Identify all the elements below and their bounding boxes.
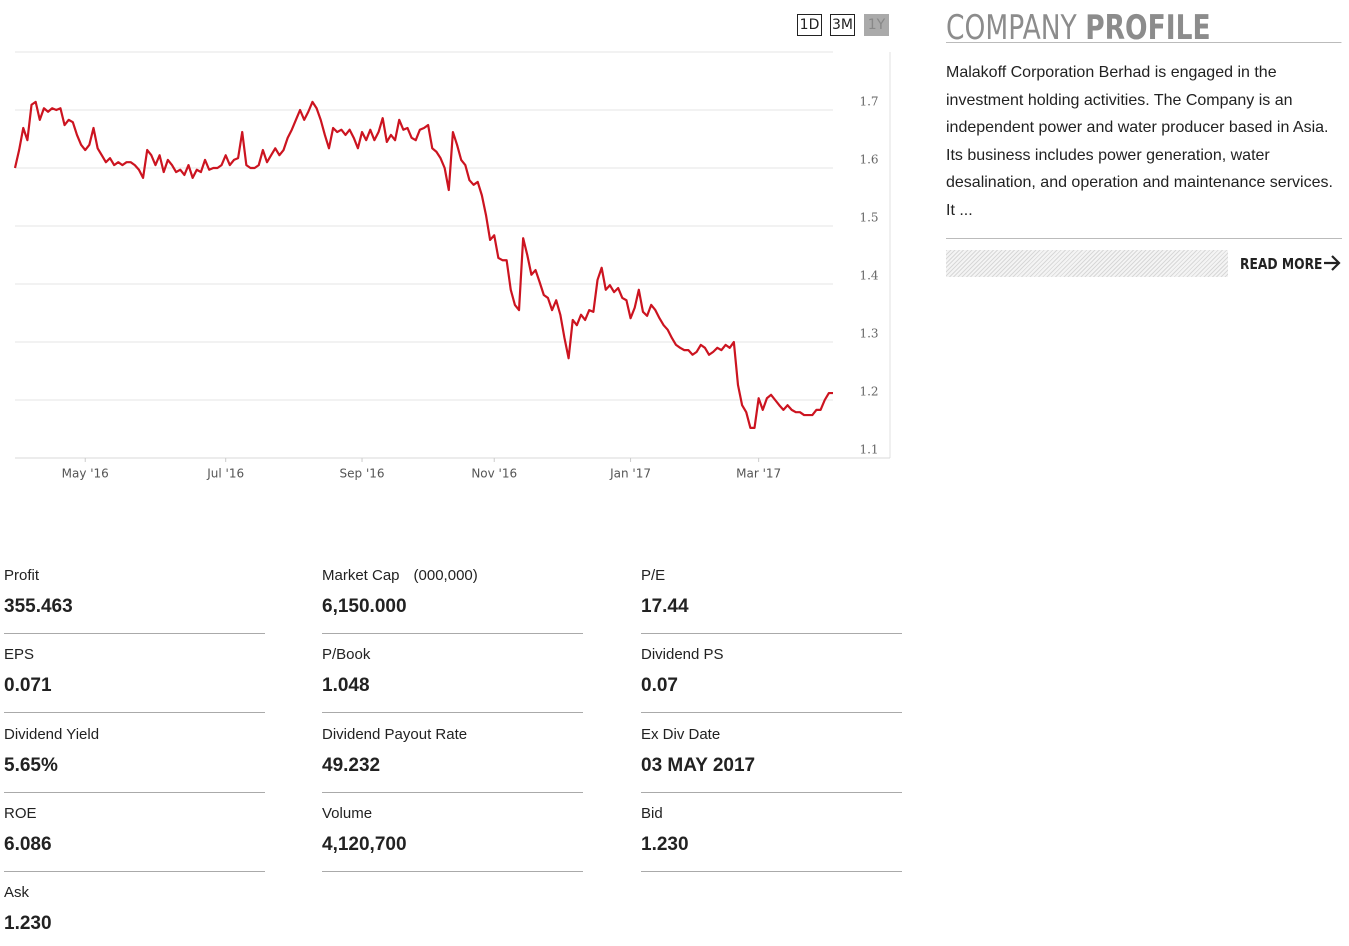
separator [4,712,265,714]
stat-item: Dividend Payout Rate 49.232 [322,726,583,805]
stat-value: 6,150.000 [322,596,407,617]
stat-label-text: Dividend PS [641,646,724,664]
stat-label: Dividend Payout Rate [322,726,467,743]
stat-value: 0.07 [641,675,678,697]
stat-value: 5.65% [4,754,58,776]
arrow-icon[interactable] [1322,252,1342,274]
separator [4,633,265,634]
stat-label: ROE [4,805,37,822]
y-tick-label: 1.2 [859,385,878,399]
stat-label: Volume [322,805,372,822]
stat-value: 1.230 [4,913,52,935]
y-tick-label: 1.5 [859,211,878,225]
stat-label: Market Cap (000,000) [322,567,478,584]
separator [322,712,583,714]
stat-item: Ex Div Date 03 MAY 2017 [641,726,902,805]
stat-label: Dividend Yield [4,726,99,743]
separator [946,238,1342,239]
stat-label: P/Book [322,646,370,663]
stat-item: Dividend PS 0.07 [641,646,902,725]
range-button[interactable]: 3M [830,14,855,36]
separator [641,712,902,714]
range-button[interactable]: 1Y [864,14,889,36]
stat-item: Volume 4,120,700 [322,805,583,884]
x-tick-label: Mar '17 [736,467,781,481]
y-tick-label: 1.3 [859,327,878,341]
price-chart: 1.1 1.2 1.3 1.4 1.5 1.6 1.7 May '16 Jul '16 Sep '… [13,51,891,481]
x-tick-label: Jan '17 [609,467,651,481]
read-more-link[interactable]: READ MORE [1240,255,1323,273]
separator [641,870,902,872]
x-tick-label: Nov '16 [471,467,517,481]
stat-value: 17.44 [641,596,689,617]
stat-label: Profit [4,567,39,584]
stat-label-text: P/E [641,567,666,584]
separator [322,791,583,793]
y-tick-label: 1.4 [859,269,878,283]
stat-item: P/E 17.44 [641,567,902,646]
stat-label-text: Dividend Payout Rate [322,725,468,743]
stat-label-text: Profit [4,567,40,584]
stat-value: 4,120,700 [322,833,407,855]
stat-label: Bid [641,805,663,822]
separator [641,633,902,634]
stat-label-text: Ex Div Date [641,725,721,743]
y-tick-label: 1.7 [859,95,878,109]
stat-item: Market Cap (000,000) 6,150.000 [322,567,583,646]
stat-item: Dividend Yield 5.65% [4,726,265,805]
stat-item: ROE 6.086 [4,805,265,884]
separator [322,633,583,634]
stat-item: P/Book 1.048 [322,646,583,725]
separator [641,791,902,793]
price-line [13,100,833,429]
y-tick-label: 1.1 [859,443,878,457]
x-tick-label: May '16 [62,467,109,481]
stat-label-text: Dividend Yield [4,725,100,743]
stat-value: 1.048 [322,675,370,697]
stat-label: Ask [4,884,29,901]
stat-label: Dividend PS [641,646,724,663]
stat-value: 6.086 [4,833,52,855]
stat-label-text: ROE [4,804,37,822]
separator [4,870,265,872]
stat-label-text: Volume [322,804,373,822]
profile-title: COMPANY PROFILE [946,0,1342,48]
stat-item: Ask 1.230 [4,884,265,946]
stat-value: 1.230 [641,833,689,855]
title-bold: PROFILE [1085,8,1211,48]
company-profile: COMPANY PROFILE Malakoff Corporation Ber… [946,0,1342,277]
y-tick-label: 1.6 [859,153,878,167]
stat-value: 355.463 [4,596,73,617]
stat-item: Bid 1.230 [641,805,902,884]
stat-label: P/E [641,567,665,584]
range-button[interactable]: 1D [797,14,822,36]
hatch-bar [946,250,1228,277]
stat-label: EPS [4,646,34,663]
x-tick-label: Jul '16 [206,467,244,481]
title-light: COMPANY [946,8,1077,48]
stat-label-text: Bid [641,804,663,822]
stat-value: 03 MAY 2017 [641,754,756,776]
stat-label: Ex Div Date [641,726,720,743]
stat-value: 49.232 [322,754,381,776]
stat-item: Profit 355.463 [4,567,265,646]
stat-label-text: EPS [4,646,35,664]
stat-label-text: P/Book [322,646,371,664]
stat-item: EPS 0.071 [4,646,265,725]
separator [322,870,583,872]
stat-label-text: Ask [4,884,30,902]
stat-label-text: Market Cap [322,567,400,584]
stat-unit: (000,000) [413,567,478,584]
stat-value: 0.071 [4,675,52,697]
separator [4,791,265,793]
profile-description: Malakoff Corporation Berhad is engaged i… [946,64,1333,219]
x-tick-label: Sep '16 [340,467,385,481]
